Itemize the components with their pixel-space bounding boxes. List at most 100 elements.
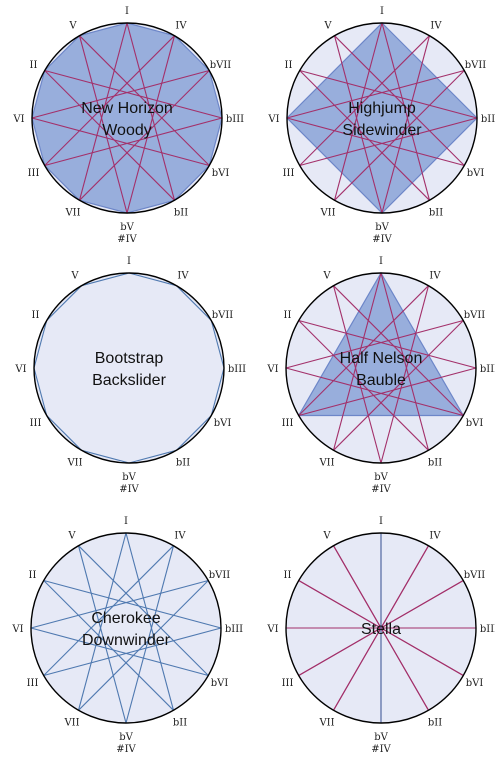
note-label: IV — [177, 271, 189, 282]
interval-line — [285, 319, 464, 369]
wheel-cherokee-downwinder: IIVbVIIbIIIbVIbIIbVVIIIIIVIIIV#IVCheroke… — [11, 516, 243, 755]
interval-line — [299, 70, 430, 201]
interval-line — [46, 415, 82, 451]
note-label: II — [284, 570, 292, 581]
wheel-circle — [33, 272, 225, 464]
note-label: IV — [430, 21, 442, 32]
note-label: bIII — [228, 364, 246, 375]
interval-line — [46, 285, 82, 321]
note-label: bVII — [209, 570, 231, 581]
wheel-disc — [34, 273, 224, 463]
interval-line — [381, 22, 431, 201]
wheel-highjump-sidewinder: IIVbVIIbIIIbVIbIIbVVIIIIIVIIIV#IVHighjum… — [267, 6, 495, 245]
wheel-name: Sidewinder — [342, 122, 422, 139]
interval-line — [33, 367, 48, 416]
note-label: bVI — [467, 168, 485, 179]
wheel-name: New Horizon — [81, 100, 173, 117]
note-label: V — [322, 271, 331, 282]
interval-line — [78, 580, 209, 711]
interval-line — [31, 117, 210, 167]
note-label: V — [68, 21, 77, 32]
interval-line — [44, 117, 223, 167]
note-label: bVII — [464, 570, 486, 581]
note-label: V — [70, 271, 79, 282]
interval-line — [126, 35, 176, 214]
interval-line — [176, 415, 212, 451]
interval-line — [333, 35, 383, 214]
interval-line — [44, 35, 175, 166]
note-label: bIII — [226, 114, 244, 125]
note-label: IV — [429, 271, 441, 282]
note-label: III — [283, 168, 295, 179]
interval-line — [33, 320, 48, 369]
note-label: bIII — [225, 624, 243, 635]
note-label: I — [379, 256, 383, 267]
interval-line — [285, 367, 464, 417]
wheel-circle — [286, 22, 478, 214]
interval-line — [77, 545, 127, 724]
note-label: V — [67, 531, 76, 542]
interval-line — [298, 285, 429, 416]
interval-line — [286, 117, 465, 167]
note-label: VI — [12, 114, 24, 125]
interval-line — [31, 69, 210, 119]
interval-line — [286, 69, 465, 119]
interval-line — [332, 285, 382, 464]
interval-line — [380, 285, 430, 464]
note-label: IV — [175, 21, 187, 32]
wheel-disc — [31, 533, 221, 723]
interval-line — [210, 320, 225, 369]
wheel-name: Downwinder — [82, 632, 171, 649]
note-label: bV — [120, 222, 134, 233]
wheel-name: Cherokee — [91, 610, 160, 627]
interval-line — [298, 319, 477, 369]
interval-line — [78, 35, 128, 214]
wheel-name: Bootstrap — [95, 350, 164, 367]
note-label: II — [29, 570, 37, 581]
interval-line — [44, 70, 175, 201]
interval-line — [81, 449, 130, 464]
note-label: bV — [122, 472, 136, 483]
note-label: II — [32, 310, 40, 321]
interval-line — [126, 22, 176, 201]
wheel-circle — [31, 22, 223, 214]
interval-line — [43, 627, 222, 677]
interval-line — [333, 285, 464, 416]
wheel-name: Woody — [102, 122, 152, 139]
note-label: bIII — [481, 114, 495, 125]
note-label-sharp: #IV — [372, 234, 392, 245]
interval-line — [30, 627, 209, 677]
wheel-circle — [30, 532, 222, 724]
note-label: bV — [374, 472, 388, 483]
interval-line — [381, 35, 431, 214]
wheel-name: Half Nelson — [340, 350, 423, 367]
note-label: bVII — [465, 60, 487, 71]
interval-line — [334, 35, 465, 166]
note-label: III — [282, 418, 294, 429]
note-label: IV — [174, 531, 186, 542]
note-label: bII — [173, 718, 187, 729]
wheel-bootstrap-backslider: IIVbVIIbIIIbVIbIIbVVIIIIIVIIIV#IVBootstr… — [14, 256, 246, 495]
interval-line — [210, 367, 225, 416]
wheel-name: Backslider — [92, 372, 166, 389]
note-label: bV — [119, 732, 133, 743]
wheel-name: Stella — [361, 621, 401, 638]
wheel-name: Highjump — [348, 100, 416, 117]
wheel-circle — [285, 532, 477, 724]
note-label: I — [379, 516, 383, 527]
interval-line — [299, 117, 478, 167]
note-label: V — [323, 21, 332, 32]
note-label: VI — [266, 364, 278, 375]
interval-line — [176, 285, 212, 321]
interval-line — [78, 22, 128, 201]
note-label-sharp: #IV — [119, 484, 139, 495]
note-label: I — [380, 6, 384, 17]
note-label: VII — [319, 208, 335, 219]
interval-line — [79, 35, 210, 166]
wheel-circle — [285, 272, 477, 464]
wheel-name: Bauble — [356, 372, 406, 389]
